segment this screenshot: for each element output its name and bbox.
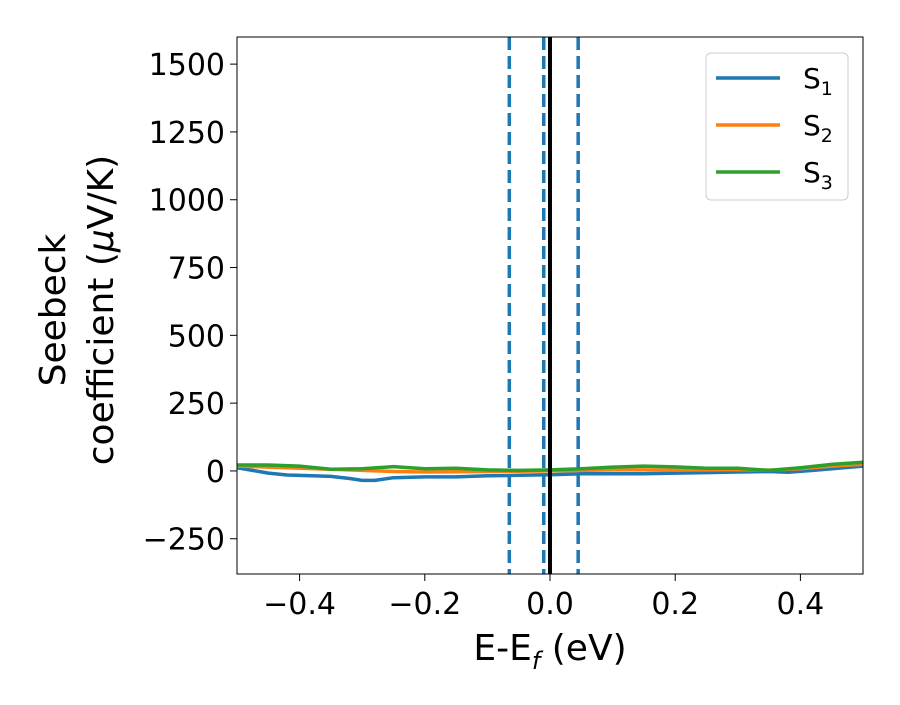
y-axis-label-suffix: V/K) (81, 155, 122, 229)
y-tick-label: 1250 (149, 116, 225, 151)
legend-item-s1: S1 (716, 62, 833, 100)
legend-label: S1 (803, 62, 833, 100)
x-tick-label: 0.0 (526, 587, 574, 622)
x-axis-label: E-Ef (eV) (473, 628, 626, 675)
y-tick-label: 0 (206, 455, 225, 490)
y-axis-label-prefix: coefficient ( (81, 252, 122, 465)
x-tick-label: 0.4 (777, 587, 825, 622)
y-axis-label-line1: Seebeck (33, 233, 74, 386)
x-axis-label-main: E-E (473, 628, 531, 669)
y-axis-label-mu: μ (81, 229, 122, 253)
y-tick-label: −250 (143, 523, 225, 558)
y-tick-label: 500 (168, 319, 225, 354)
x-tick-label: −0.2 (388, 587, 461, 622)
x-axis-ticks: −0.4 −0.2 0.0 0.2 0.4 (263, 574, 824, 622)
y-tick-label: 750 (168, 252, 225, 287)
y-axis-label: Seebeck coefficient (μV/K) (33, 155, 122, 465)
y-tick-label: 1000 (149, 184, 225, 219)
y-tick-label: 250 (168, 387, 225, 422)
reference-lines (507, 37, 580, 574)
legend-label: S2 (803, 109, 833, 147)
x-tick-label: 0.2 (651, 587, 699, 622)
legend-item-s3: S3 (716, 156, 833, 194)
x-axis-label-unit: (eV) (540, 628, 626, 669)
legend-label: S3 (803, 156, 833, 194)
y-axis-label-line2: coefficient (μV/K) (81, 155, 122, 465)
y-axis-ticks: −250 0 250 500 750 1000 1250 1500 (143, 48, 237, 558)
y-tick-label: 1500 (149, 48, 225, 83)
legend-item-s2: S2 (716, 109, 833, 147)
legend: S1 S2 S3 (705, 52, 849, 201)
x-tick-label: −0.4 (263, 587, 336, 622)
